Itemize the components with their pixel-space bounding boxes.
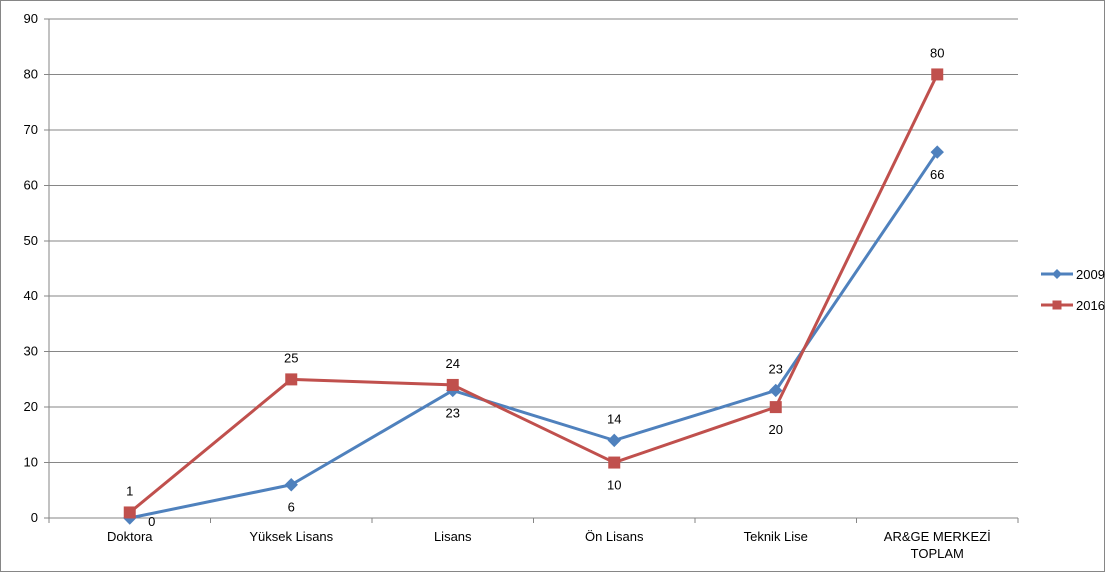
y-tick-label: 0 bbox=[31, 510, 38, 525]
data-label-2009-0: 0 bbox=[148, 514, 155, 529]
marker-2009-4 bbox=[769, 383, 783, 398]
legend-label-2016: 2016 bbox=[1076, 298, 1105, 313]
data-label-2009-4: 23 bbox=[769, 361, 783, 376]
x-tick-label: Yüksek Lisans bbox=[249, 529, 333, 544]
marker-2016-2 bbox=[446, 378, 459, 391]
x-axis-tick-labels: Doktora Yüksek Lisans Lisans Ön Lisans Tekni… bbox=[107, 529, 991, 561]
x-tick-label: AR&GE MERKEZİ TOPLAM bbox=[884, 529, 991, 561]
y-tick-label: 80 bbox=[24, 66, 38, 81]
data-label-2016-0: 1 bbox=[126, 483, 133, 498]
y-tick-label: 90 bbox=[24, 11, 38, 26]
legend-label-2009: 2009 bbox=[1076, 267, 1105, 282]
data-label-2016-3: 10 bbox=[607, 478, 621, 493]
x-tick-label: Lisans bbox=[434, 529, 472, 544]
legend-marker-2016 bbox=[1052, 300, 1062, 310]
y-tick-label: 10 bbox=[24, 455, 38, 470]
data-label-2016-2: 24 bbox=[446, 356, 460, 371]
data-label-2016-1: 25 bbox=[284, 350, 298, 365]
x-tick-label: Ön Lisans bbox=[585, 529, 644, 544]
marker-2009-3 bbox=[607, 433, 621, 448]
marker-2009-5 bbox=[930, 145, 944, 159]
data-labels: 0 1 6 25 23 24 14 10 23 20 66 80 bbox=[126, 45, 944, 529]
y-tick-label: 30 bbox=[24, 344, 38, 359]
marker-2009-1 bbox=[284, 478, 298, 492]
series-lines bbox=[128, 73, 939, 520]
data-label-2016-4: 20 bbox=[769, 422, 783, 437]
data-label-2016-5: 80 bbox=[930, 45, 944, 60]
marker-2016-1 bbox=[285, 373, 298, 386]
y-axis-tick-labels: 0 10 20 30 40 50 60 70 80 90 bbox=[24, 11, 38, 525]
y-tick-label: 50 bbox=[24, 233, 38, 248]
series-markers bbox=[123, 68, 944, 525]
data-label-2009-2: 23 bbox=[446, 405, 460, 420]
axes bbox=[44, 18, 1019, 523]
legend-marker-2009 bbox=[1052, 269, 1062, 279]
y-tick-label: 40 bbox=[24, 288, 38, 303]
marker-2016-3 bbox=[608, 456, 621, 469]
x-tick-label: Teknik Lise bbox=[744, 529, 808, 544]
y-tick-label: 20 bbox=[24, 399, 38, 414]
marker-2016-5 bbox=[931, 68, 944, 81]
x-tick-label: Doktora bbox=[107, 529, 153, 544]
gridlines bbox=[49, 18, 1018, 464]
data-label-2009-3: 14 bbox=[607, 411, 621, 426]
data-label-2009-5: 66 bbox=[930, 167, 944, 182]
series-line-2016 bbox=[128, 73, 939, 514]
marker-2016-4 bbox=[769, 401, 782, 414]
series-line-2009 bbox=[129, 151, 939, 520]
marker-2016-0 bbox=[123, 506, 136, 519]
legend: 2009 2016 bbox=[1041, 267, 1105, 313]
y-tick-label: 70 bbox=[24, 122, 38, 137]
data-label-2009-1: 6 bbox=[288, 500, 295, 515]
y-tick-label: 60 bbox=[24, 177, 38, 192]
